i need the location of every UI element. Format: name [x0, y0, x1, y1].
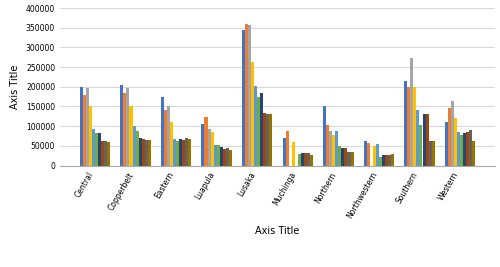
Bar [144, 140, 148, 166]
Bar [120, 85, 124, 166]
Bar [426, 114, 428, 166]
Bar [364, 141, 366, 166]
Bar [350, 152, 354, 166]
Bar [148, 140, 151, 166]
Bar [242, 30, 245, 166]
Bar [336, 131, 338, 166]
Bar [388, 155, 391, 166]
Bar [348, 152, 350, 166]
Bar [101, 141, 104, 166]
Bar [142, 139, 144, 166]
Bar [448, 108, 451, 166]
Bar [130, 107, 132, 166]
Bar [182, 140, 185, 166]
Bar [176, 141, 179, 166]
Bar [391, 154, 394, 166]
Bar [138, 138, 141, 166]
Bar [323, 106, 326, 166]
Bar [282, 138, 286, 166]
Y-axis label: Axis Title: Axis Title [10, 65, 20, 109]
Bar [445, 122, 448, 166]
Bar [416, 111, 420, 166]
Bar [332, 135, 336, 166]
Bar [257, 97, 260, 166]
Bar [98, 133, 101, 166]
Bar [329, 131, 332, 166]
Bar [214, 145, 216, 166]
Bar [432, 141, 434, 166]
Bar [420, 125, 422, 166]
Bar [298, 154, 301, 166]
Bar [95, 133, 98, 166]
Bar [292, 142, 294, 166]
Bar [344, 148, 348, 166]
X-axis label: Axis Title: Axis Title [256, 226, 300, 236]
Bar [266, 114, 270, 166]
Bar [104, 141, 107, 166]
Bar [179, 139, 182, 166]
Bar [460, 135, 463, 166]
Bar [245, 24, 248, 166]
Bar [301, 152, 304, 166]
Bar [216, 145, 220, 166]
Bar [414, 87, 416, 166]
Bar [188, 139, 192, 166]
Bar [254, 86, 257, 166]
Bar [167, 107, 170, 166]
Bar [92, 129, 95, 166]
Bar [428, 141, 432, 166]
Bar [210, 132, 214, 166]
Bar [124, 93, 126, 166]
Bar [86, 88, 89, 166]
Bar [80, 87, 83, 166]
Bar [107, 142, 110, 166]
Bar [457, 132, 460, 166]
Bar [307, 152, 310, 166]
Bar [404, 81, 407, 166]
Bar [408, 87, 410, 166]
Bar [220, 147, 222, 166]
Bar [83, 95, 86, 166]
Bar [270, 114, 272, 166]
Bar [164, 111, 167, 166]
Bar [208, 129, 210, 166]
Bar [248, 25, 251, 166]
Bar [260, 93, 264, 166]
Bar [382, 155, 385, 166]
Bar [136, 131, 138, 166]
Bar [466, 132, 469, 166]
Bar [204, 117, 208, 166]
Bar [338, 146, 342, 166]
Bar [472, 141, 475, 166]
Bar [379, 157, 382, 166]
Bar [422, 114, 426, 166]
Bar [251, 62, 254, 166]
Bar [469, 130, 472, 166]
Bar [373, 146, 376, 166]
Bar [304, 153, 307, 166]
Bar [226, 148, 229, 166]
Bar [173, 139, 176, 166]
Bar [366, 143, 370, 166]
Bar [310, 155, 313, 166]
Bar [454, 118, 457, 166]
Bar [286, 131, 288, 166]
Bar [385, 155, 388, 166]
Bar [229, 150, 232, 166]
Bar [161, 97, 164, 166]
Bar [126, 88, 130, 166]
Bar [410, 58, 414, 166]
Bar [376, 144, 379, 166]
Bar [451, 101, 454, 166]
Bar [326, 125, 329, 166]
Bar [89, 107, 92, 166]
Bar [222, 149, 226, 166]
Bar [264, 113, 266, 166]
Bar [170, 122, 173, 166]
Bar [132, 126, 136, 166]
Bar [463, 133, 466, 166]
Bar [342, 148, 344, 166]
Bar [202, 124, 204, 166]
Bar [185, 138, 188, 166]
